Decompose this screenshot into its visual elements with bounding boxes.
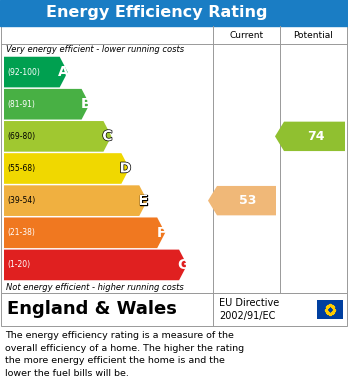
Polygon shape — [4, 89, 89, 120]
Polygon shape — [208, 186, 276, 215]
Polygon shape — [4, 121, 111, 152]
Text: (55-68): (55-68) — [7, 164, 35, 173]
Text: G: G — [177, 258, 189, 272]
Text: EU Directive
2002/91/EC: EU Directive 2002/91/EC — [219, 298, 279, 321]
Text: A: A — [58, 65, 69, 79]
Polygon shape — [4, 153, 129, 184]
Text: (39-54): (39-54) — [7, 196, 35, 205]
Text: (21-38): (21-38) — [7, 228, 35, 237]
Bar — [317, 300, 343, 319]
Polygon shape — [4, 249, 187, 280]
Text: Current: Current — [229, 30, 263, 39]
Text: Not energy efficient - higher running costs: Not energy efficient - higher running co… — [6, 283, 184, 292]
Text: (81-91): (81-91) — [7, 100, 35, 109]
Text: (1-20): (1-20) — [7, 260, 30, 269]
Text: 53: 53 — [239, 194, 256, 207]
Bar — [1, 26, 347, 293]
Text: Potential: Potential — [294, 30, 333, 39]
Text: Very energy efficient - lower running costs: Very energy efficient - lower running co… — [6, 45, 184, 54]
Bar — [0, 0, 348, 26]
Text: B: B — [80, 97, 91, 111]
Text: D: D — [120, 161, 131, 176]
Polygon shape — [4, 217, 165, 248]
Bar — [1, 293, 347, 326]
Polygon shape — [275, 122, 345, 151]
Text: England & Wales: England & Wales — [7, 301, 177, 319]
Text: F: F — [157, 226, 166, 240]
Text: Energy Efficiency Rating: Energy Efficiency Rating — [46, 5, 267, 20]
Polygon shape — [4, 185, 147, 216]
Text: The energy efficiency rating is a measure of the
overall efficiency of a home. T: The energy efficiency rating is a measur… — [5, 331, 244, 378]
Text: C: C — [102, 129, 113, 143]
Text: 74: 74 — [307, 130, 324, 143]
Text: (69-80): (69-80) — [7, 132, 35, 141]
Text: (92-100): (92-100) — [7, 68, 40, 77]
Polygon shape — [4, 57, 68, 88]
Text: E: E — [139, 194, 148, 208]
